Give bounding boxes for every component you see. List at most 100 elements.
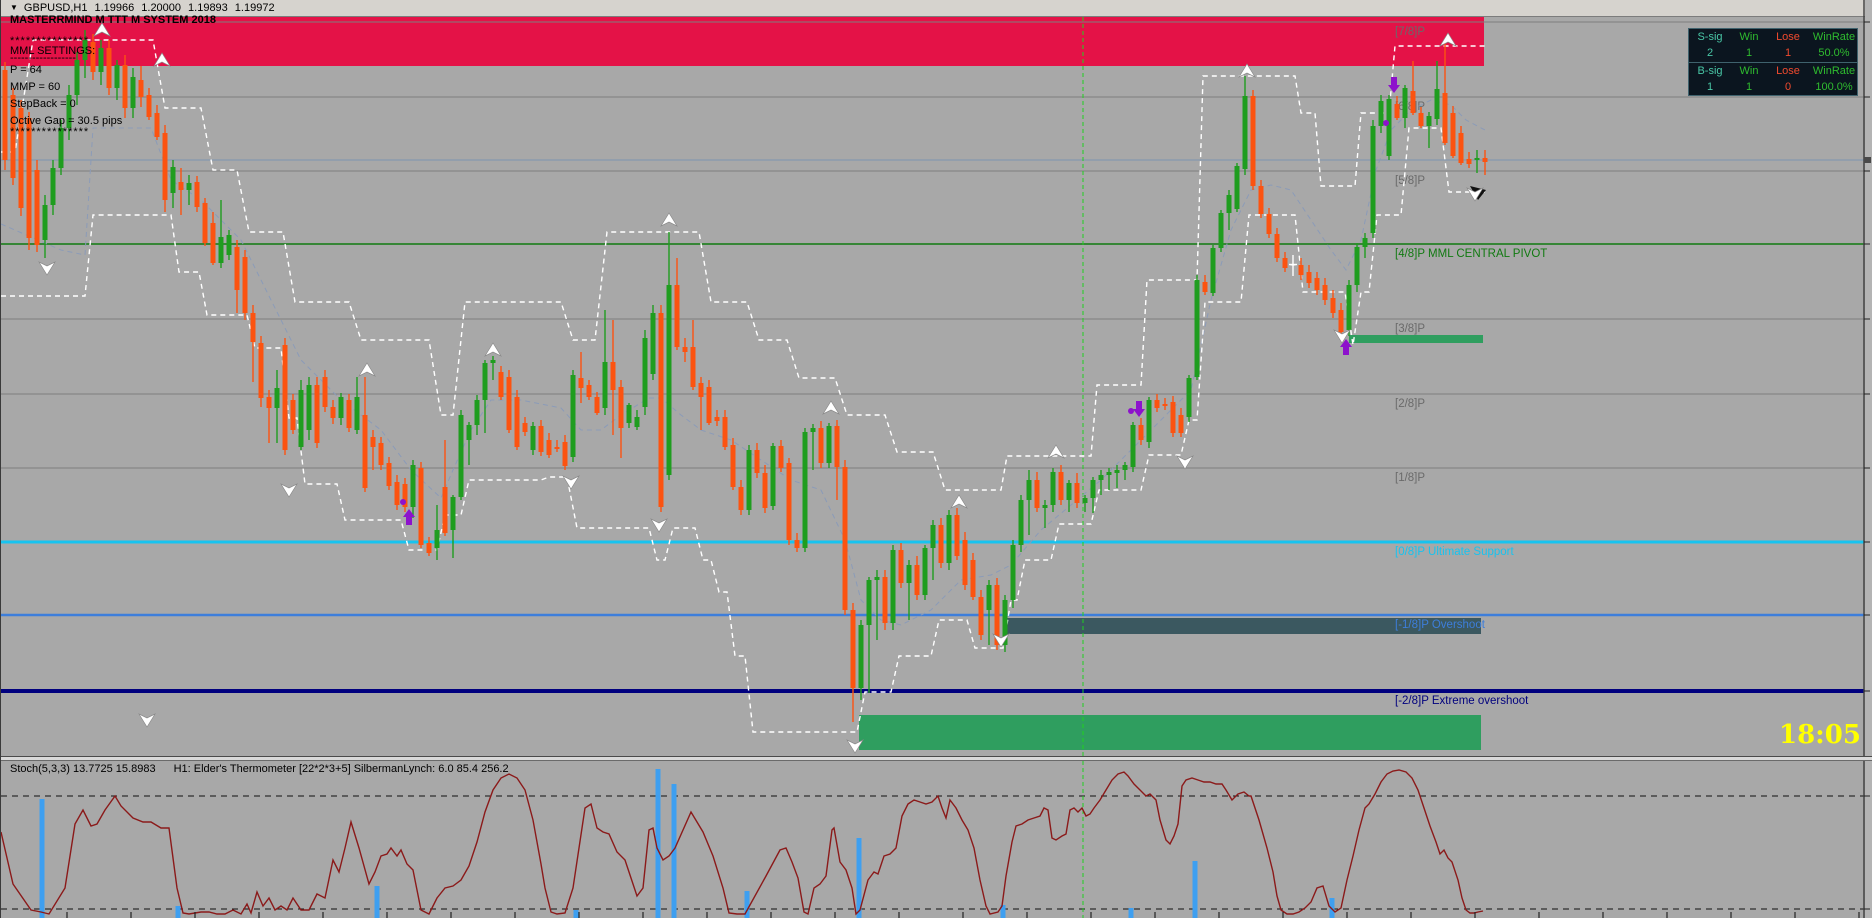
fractal-down-arrow-icon — [1466, 187, 1484, 202]
fractal-up-arrow-icon — [1047, 444, 1065, 459]
symbol-timeframe: GBPUSD,H1 — [23, 2, 88, 14]
thermometer-bar — [175, 906, 181, 918]
fractal-envelope — [1, 39, 1486, 733]
thermometer-bar — [1128, 908, 1134, 918]
thermometer-bar — [1192, 861, 1198, 918]
quote-close: 1.19972 — [234, 2, 275, 14]
stars-divider: *************** — [10, 35, 90, 47]
stoch-pane — [1, 761, 1864, 918]
thermometer-values: H1: Elder's Thermometer [22*2*3+5] Silbe… — [173, 763, 509, 775]
b-sig-count: 1 — [1706, 81, 1714, 93]
level-label: [3/8]P — [1395, 323, 1425, 335]
setting-mmp: MMP = 60 — [10, 81, 61, 93]
fractal-up-arrow-icon — [1439, 32, 1457, 47]
sell-arrow-icon — [1133, 401, 1145, 417]
level-label: [5/8]P — [1395, 175, 1425, 187]
overshoot-zone — [1003, 618, 1481, 634]
s-sig-label: S-sig — [1697, 31, 1723, 43]
buy-arrow-icon — [1340, 339, 1352, 355]
level-label: [1/8]P — [1395, 472, 1425, 484]
signal-dot-icon — [400, 499, 406, 505]
lose-label: Lose — [1776, 65, 1800, 77]
three-eighths-zone — [1349, 335, 1483, 343]
buy-signal-row: B-sig Win Lose WinRate 1 1 0 100.0% — [1689, 63, 1857, 96]
envelope-upper — [1, 39, 1485, 491]
signal-markers — [38, 22, 1486, 754]
envelope-lower — [1, 127, 1485, 733]
thermometer-bar — [1000, 905, 1006, 918]
stoch-line — [1, 769, 1484, 916]
s-sig-count: 2 — [1706, 47, 1714, 59]
fractal-up-arrow-icon — [93, 22, 111, 37]
extreme-overshoot-zone — [859, 715, 1481, 750]
quote-high: 1.20000 — [141, 2, 182, 14]
fractal-down-arrow-icon — [846, 739, 864, 754]
signal-dot-icon — [1128, 408, 1134, 414]
fractal-up-arrow-icon — [660, 212, 678, 227]
stoch-values: Stoch(5,3,3) 13.7725 15.8983 — [10, 763, 156, 775]
s-lose-count: 1 — [1784, 47, 1792, 59]
win-label: Win — [1739, 31, 1759, 43]
fractal-up-arrow-icon — [484, 342, 502, 357]
b-winrate: 100.0% — [1815, 81, 1853, 93]
fractal-down-arrow-icon — [562, 475, 580, 490]
level-label: [7/8]P — [1395, 26, 1425, 38]
level-label: [-1/8]P Overshoot — [1395, 619, 1486, 631]
fractal-up-arrow-icon — [1238, 63, 1256, 78]
s-win-count: 1 — [1745, 47, 1753, 59]
setting-stepback: StepBack = 0 — [10, 98, 76, 110]
fractal-down-arrow-icon — [38, 261, 56, 276]
win-label: Win — [1739, 65, 1759, 77]
thermometer-bar — [744, 891, 750, 918]
signal-dot-icon — [1383, 120, 1389, 126]
envelope-midline — [1, 99, 1486, 626]
setting-p: P = 64 — [10, 64, 42, 76]
sell-arrow-icon — [1388, 77, 1400, 93]
b-win-count: 1 — [1745, 81, 1753, 93]
fractal-down-arrow-icon — [1176, 455, 1194, 470]
signal-stats-panel: S-sig Win Lose WinRate 2 1 1 50.0% B-sig… — [1688, 28, 1858, 96]
thermometer-bar — [1329, 898, 1335, 918]
thermometer-bar — [573, 910, 579, 918]
dash-divider: ------------------ — [10, 52, 76, 64]
bid-scale-marker — [1864, 157, 1871, 163]
winrate-label: WinRate — [1812, 31, 1856, 43]
thermometer-bar — [39, 799, 45, 918]
highlight-zones — [859, 335, 1483, 750]
stars-divider-bottom: *************** — [10, 126, 90, 138]
level-label: [4/8]P MML CENTRAL PIVOT — [1395, 248, 1547, 260]
fractal-up-arrow-icon — [822, 400, 840, 415]
sell-signal-row: S-sig Win Lose WinRate 2 1 1 50.0% — [1689, 29, 1857, 63]
fractal-up-arrow-icon — [153, 52, 171, 67]
system-title: MASTERRMIND M TTT M SYSTEM 2018 — [10, 14, 216, 26]
level-label: [2/8]P — [1395, 398, 1425, 410]
fractal-up-arrow-icon — [950, 494, 968, 509]
fractal-up-arrow-icon — [358, 362, 376, 377]
b-lose-count: 0 — [1784, 81, 1792, 93]
thermometer-bar — [655, 769, 661, 918]
mml-level-lines — [1, 17, 1864, 756]
fractal-down-arrow-icon — [1333, 329, 1351, 344]
winrate-label: WinRate — [1812, 65, 1856, 77]
fractal-down-arrow-icon — [138, 713, 156, 728]
quote-bar[interactable]: ▼ GBPUSD,H1 1.19966 1.20000 1.19893 1.19972 — [1, 0, 1872, 17]
level-label: [0/8]P Ultimate Support — [1395, 546, 1514, 558]
quote-low: 1.19893 — [188, 2, 228, 14]
b-sig-label: B-sig — [1697, 65, 1723, 77]
fractal-down-arrow-icon — [992, 633, 1010, 648]
fractal-down-arrow-icon — [650, 518, 668, 533]
price-scale[interactable] — [1863, 0, 1872, 918]
setting-octave-gap: Octive Gap = 30.5 pips — [10, 115, 123, 127]
market-clock: 18:05 — [1779, 720, 1861, 750]
quote-open: 1.19966 — [94, 2, 135, 14]
sell-zone-band — [1, 17, 1484, 66]
symbol-dropdown-icon[interactable]: ▼ — [10, 3, 18, 12]
mml-settings-heading: MML SETTINGS: — [10, 45, 96, 57]
indicator-label: Stoch(5,3,3) 13.7725 15.8983 H1: Elder's … — [10, 763, 509, 775]
s-winrate: 50.0% — [1818, 47, 1850, 59]
buy-arrow-icon — [403, 509, 415, 525]
pane-splitter[interactable] — [1, 756, 1872, 761]
thermometer-bar — [374, 886, 380, 918]
